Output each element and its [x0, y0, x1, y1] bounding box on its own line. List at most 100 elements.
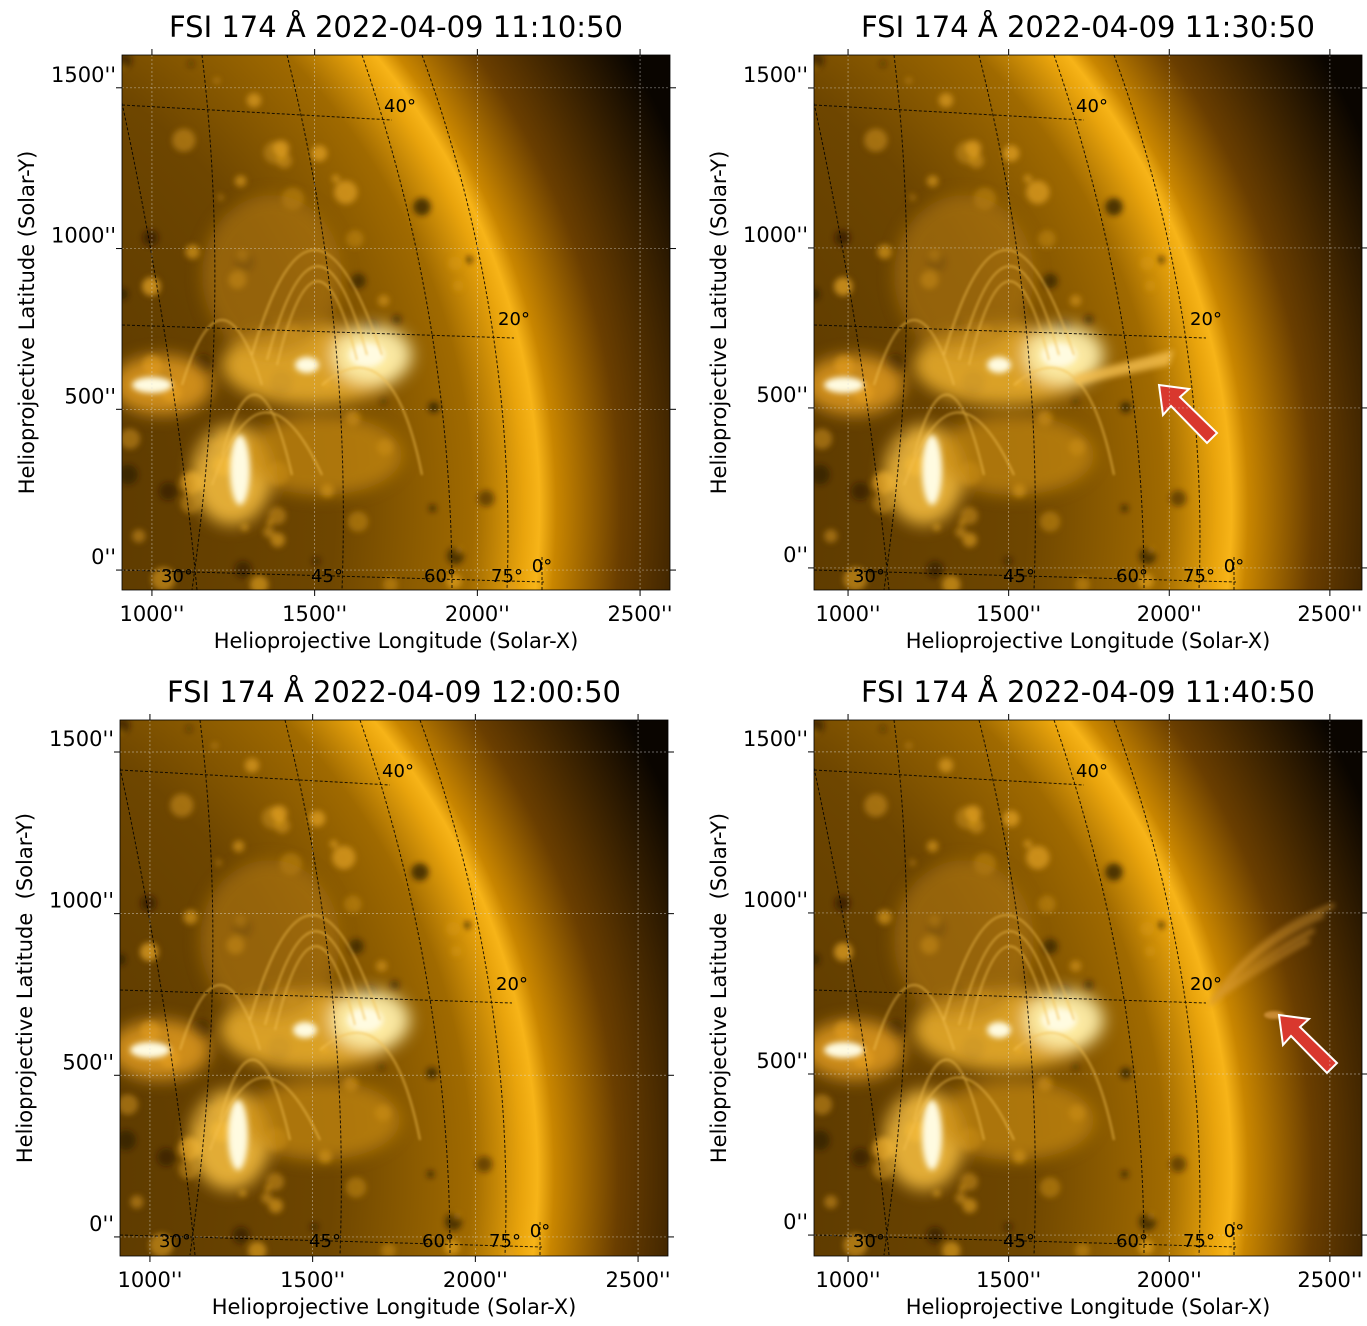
texture-blob: [185, 244, 200, 260]
texture-blob: [502, 1248, 517, 1256]
coord-line: [286, 55, 344, 590]
x-tick-label: 1000'': [816, 1268, 881, 1292]
texture-blob: [345, 1177, 367, 1198]
glow: [934, 1080, 1094, 1160]
texture-blob: [864, 793, 888, 818]
y-tick-label: 1000'': [49, 889, 114, 913]
loop: [264, 930, 366, 1026]
loop: [958, 265, 1060, 361]
texture-blob: [872, 492, 894, 514]
texture-blob: [120, 953, 126, 966]
texture-blob: [310, 1222, 319, 1232]
texture-blob: [960, 1172, 979, 1191]
coord-line: [978, 55, 1036, 590]
texture-blob: [151, 567, 176, 590]
y-tick-label: 1000'': [51, 224, 116, 248]
coord-line: [1113, 720, 1201, 1256]
coord-line: [883, 55, 908, 590]
coord-line: [814, 767, 890, 1256]
x-tick-label: 2000'': [443, 1268, 508, 1292]
y-tick-label: 500'': [756, 1049, 808, 1073]
grid-annotation: 40°: [1076, 96, 1108, 117]
core: [824, 1042, 864, 1058]
texture-blob: [122, 288, 128, 300]
solar-image: [814, 720, 1362, 1256]
texture-blob: [450, 945, 462, 957]
coord-line: [120, 989, 513, 1004]
texture-blob: [232, 840, 245, 853]
texture-blob: [311, 145, 328, 162]
panel: 1000'' 1500'' 2000'' 2500'' 0'' 500'' 1000'' 15…: [707, 675, 1367, 1319]
texture-blob: [1026, 845, 1050, 870]
texture-blob: [266, 1172, 285, 1191]
solar-image: [814, 55, 1362, 590]
loops: [873, 914, 1115, 1151]
texture-blob: [348, 938, 364, 955]
grid-annotation: 20°: [1190, 309, 1222, 330]
texture-blob: [178, 1158, 200, 1180]
coord-line: [814, 569, 1237, 583]
grid-annotation: 30°: [853, 1231, 885, 1252]
texture-blob: [1147, 546, 1155, 554]
texture-blob: [380, 1243, 396, 1256]
texture-blob: [962, 532, 978, 548]
x-tick-label: 1500'': [976, 1268, 1041, 1292]
texture-blob: [261, 1192, 273, 1204]
texture-blob: [120, 1094, 139, 1115]
loop: [274, 945, 356, 1031]
texture-blob: [877, 909, 892, 925]
solar-image: [120, 720, 668, 1256]
loop: [266, 265, 368, 361]
texture-blob: [1069, 960, 1082, 972]
solar-image: [122, 55, 670, 590]
x-axis-label: Helioprojective Longitude (Solar-X): [906, 629, 1271, 653]
ejecta: [1074, 350, 1174, 385]
texture-blob: [446, 921, 461, 936]
texture-blob: [926, 560, 944, 578]
panel: 1000'' 1500'' 2000'' 2500'' 0'' 500'' 1000'' 15…: [13, 675, 674, 1319]
chart-title: FSI 174 Å 2022-04-09 11:10:50: [169, 10, 623, 44]
loop: [209, 1076, 321, 1151]
grid-annotation: 0°: [532, 556, 552, 577]
coord-line: [120, 767, 196, 1256]
grid-annotation: 60°: [1116, 566, 1148, 587]
texture-blob: [120, 720, 131, 733]
texture-blob: [834, 895, 851, 912]
glow: [894, 860, 1034, 1020]
x-tick-label: 2500'': [1297, 1268, 1362, 1292]
texture-blob: [1004, 1222, 1013, 1232]
texture-blob: [1039, 1177, 1061, 1198]
texture-blob: [938, 93, 954, 108]
loop: [211, 411, 323, 486]
texture-blob: [938, 758, 954, 773]
loops: [181, 249, 423, 486]
texture-blob: [908, 193, 917, 202]
texture-blob: [130, 1195, 144, 1209]
chart-title: FSI 174 Å 2022-04-09 11:40:50: [861, 675, 1315, 709]
coord-line: [191, 55, 216, 590]
texture-blob: [955, 1192, 967, 1204]
grid-annotation: 45°: [311, 566, 343, 587]
texture-blob: [455, 546, 463, 554]
texture-blob: [1138, 573, 1154, 589]
x-tick-label: 1500'': [282, 602, 347, 626]
x-tick-label: 2000'': [1137, 1268, 1202, 1292]
texture-blob: [872, 1158, 894, 1180]
texture-blob: [214, 859, 223, 867]
coord-grid: [814, 55, 1237, 590]
y-tick-label: 1500'': [51, 63, 116, 87]
grid-annotation: 20°: [498, 309, 530, 330]
texture-blob: [232, 1226, 250, 1244]
glow: [200, 860, 340, 1020]
texture-blob: [926, 840, 939, 853]
loop: [968, 945, 1050, 1031]
texture-blob: [350, 273, 366, 289]
texture-blob: [1140, 256, 1155, 271]
texture-blob: [379, 397, 388, 406]
texture-blob: [851, 1147, 870, 1167]
texture-blob: [122, 464, 138, 485]
texture-blob: [213, 77, 221, 85]
grid-annotation: 30°: [159, 1231, 191, 1252]
texture-blob: [344, 895, 362, 914]
texture-blob: [334, 180, 358, 204]
